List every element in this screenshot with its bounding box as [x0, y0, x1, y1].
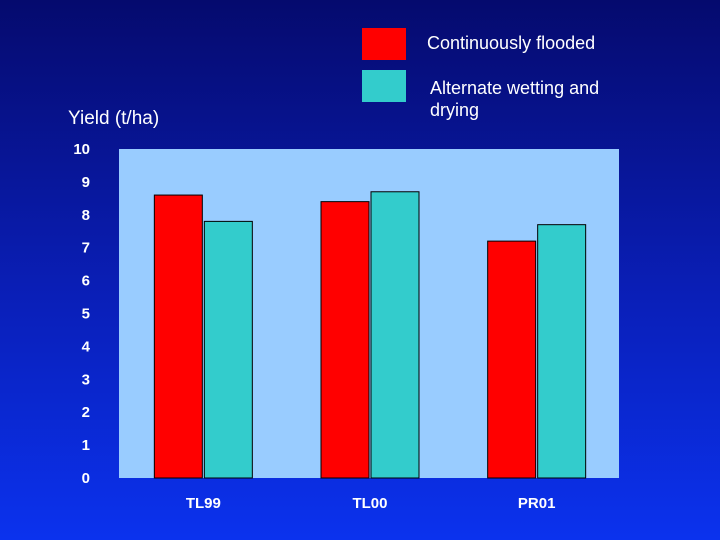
y-tick-label: 9 [82, 174, 90, 191]
y-tick-label: 10 [73, 141, 90, 158]
legend-swatch-continuously-flooded [362, 28, 406, 60]
y-tick-label: 8 [82, 207, 90, 224]
y-tick-label: 6 [82, 273, 90, 290]
x-axis-categories: TL99 TL00 PR01 [186, 495, 556, 512]
y-tick-label: 3 [82, 371, 90, 388]
bar-pr01-series-2 [537, 224, 587, 479]
legend-swatch-alternate-wetting-drying [362, 70, 406, 102]
bar-tl00-series-2 [370, 191, 420, 479]
y-tick-label: 4 [82, 338, 91, 355]
y-tick-label: 2 [82, 404, 90, 421]
bar-tl99-series-1 [153, 194, 203, 479]
y-tick-label: 5 [82, 306, 90, 323]
legend-label-alternate-wetting-drying: Alternate wetting and drying [430, 78, 600, 120]
bar-pr01-series-1 [487, 240, 537, 479]
x-category-label: TL99 [186, 495, 221, 512]
y-tick-label: 7 [82, 240, 90, 257]
y-axis-ticks: 0 1 2 3 4 5 6 7 8 9 10 [73, 141, 90, 487]
bars [153, 191, 587, 479]
y-tick-label: 0 [82, 470, 90, 487]
x-category-label: PR01 [518, 495, 556, 512]
y-axis-label: Yield (t/ha) [68, 108, 160, 129]
x-category-label: TL00 [352, 495, 387, 512]
bar-tl00-series-1 [320, 201, 370, 479]
legend-label-continuously-flooded: Continuously flooded [427, 33, 596, 53]
bar-tl99-series-2 [203, 220, 253, 479]
y-tick-label: 1 [82, 437, 90, 454]
